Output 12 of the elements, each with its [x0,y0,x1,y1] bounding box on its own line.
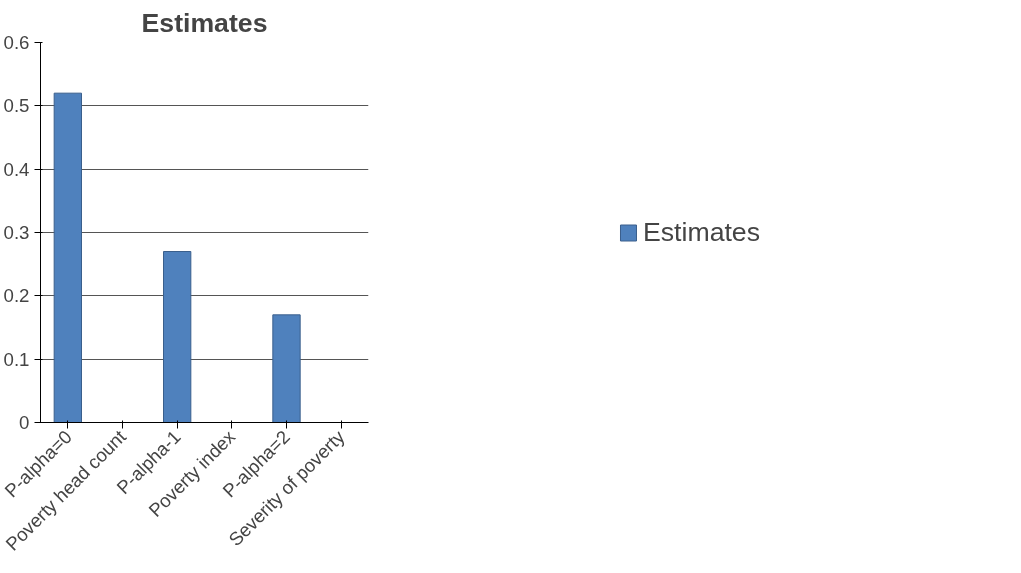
y-tick-label: 0.4 [3,158,30,180]
bar [53,92,82,423]
bar [163,251,192,423]
y-tick-label: 0 [19,412,30,433]
y-tick-label: 0.3 [3,222,30,243]
y-tick-label: 0.1 [3,348,30,370]
bar [272,314,301,423]
y-tick-label: 0.5 [3,95,30,117]
y-tick-label: 0.2 [3,285,30,307]
chart-title: Estimates [141,7,268,38]
legend-label: Estimates [642,216,761,248]
y-tick-label: 0.6 [3,32,30,53]
